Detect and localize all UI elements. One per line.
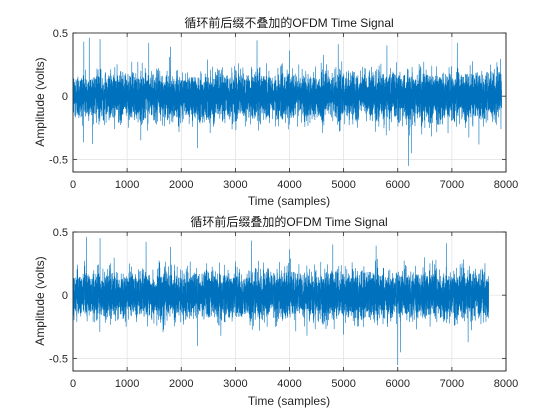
x-tick-label: 7000	[440, 179, 464, 191]
y-tick-label: 0.5	[53, 227, 68, 239]
plot-border	[72, 32, 507, 173]
x-tick-label: 8000	[494, 378, 518, 390]
signal-line	[72, 236, 489, 365]
x-tick-label: 0	[70, 378, 76, 390]
x-tick-label: 2000	[169, 179, 193, 191]
x-tick-label: 0	[70, 179, 76, 191]
x-tick-label: 4000	[277, 378, 301, 390]
x-tick-label: 6000	[386, 378, 410, 390]
x-axis-label: Time (samples)	[248, 194, 330, 208]
x-tick-label: 6000	[386, 179, 410, 191]
y-tick-label: 0	[62, 290, 68, 302]
chart-title: 循环前后缀不叠加的OFDM Time Signal	[184, 15, 393, 30]
x-tick-label: 5000	[331, 378, 355, 390]
x-tick-label: 5000	[331, 179, 355, 191]
y-tick-label: 0	[62, 91, 68, 103]
signal-line	[72, 37, 502, 166]
x-tick-label: 3000	[223, 179, 247, 191]
x-tick-label: 2000	[169, 378, 193, 390]
y-axis-label: Amplitude (volts)	[33, 256, 47, 345]
plot-border	[72, 231, 507, 372]
x-tick-label: 3000	[223, 378, 247, 390]
chart-no-overlap: 循环前后缀不叠加的OFDM Time Signal 0 1000 2000 3000 4…	[33, 15, 518, 208]
y-axis-label: Amplitude (volts)	[33, 57, 47, 146]
signal-series	[72, 236, 489, 365]
x-tick-label: 8000	[494, 179, 518, 191]
axis-ticks: 0 1000 2000 3000 4000 5000 6000 7000 8000 -0.5 0 0.…	[49, 28, 518, 191]
chart-title: 循环前后缀叠加的OFDM Time Signal	[190, 214, 387, 229]
axis-ticks: 0 1000 2000 3000 4000 5000 6000 7000 8000 -0.5 0 0.…	[49, 227, 518, 390]
y-tick-label: -0.5	[49, 154, 68, 166]
x-tick-label: 1000	[115, 179, 139, 191]
y-tick-label: 0.5	[53, 28, 68, 40]
chart-overlap: 循环前后缀叠加的OFDM Time Signal 0 1000 2000 3000 40…	[33, 214, 518, 408]
y-tick-label: -0.5	[49, 353, 68, 365]
signal-series	[72, 37, 502, 166]
x-tick-label: 4000	[277, 179, 301, 191]
x-tick-label: 1000	[115, 378, 139, 390]
x-axis-label: Time (samples)	[248, 394, 330, 408]
x-tick-label: 7000	[440, 378, 464, 390]
